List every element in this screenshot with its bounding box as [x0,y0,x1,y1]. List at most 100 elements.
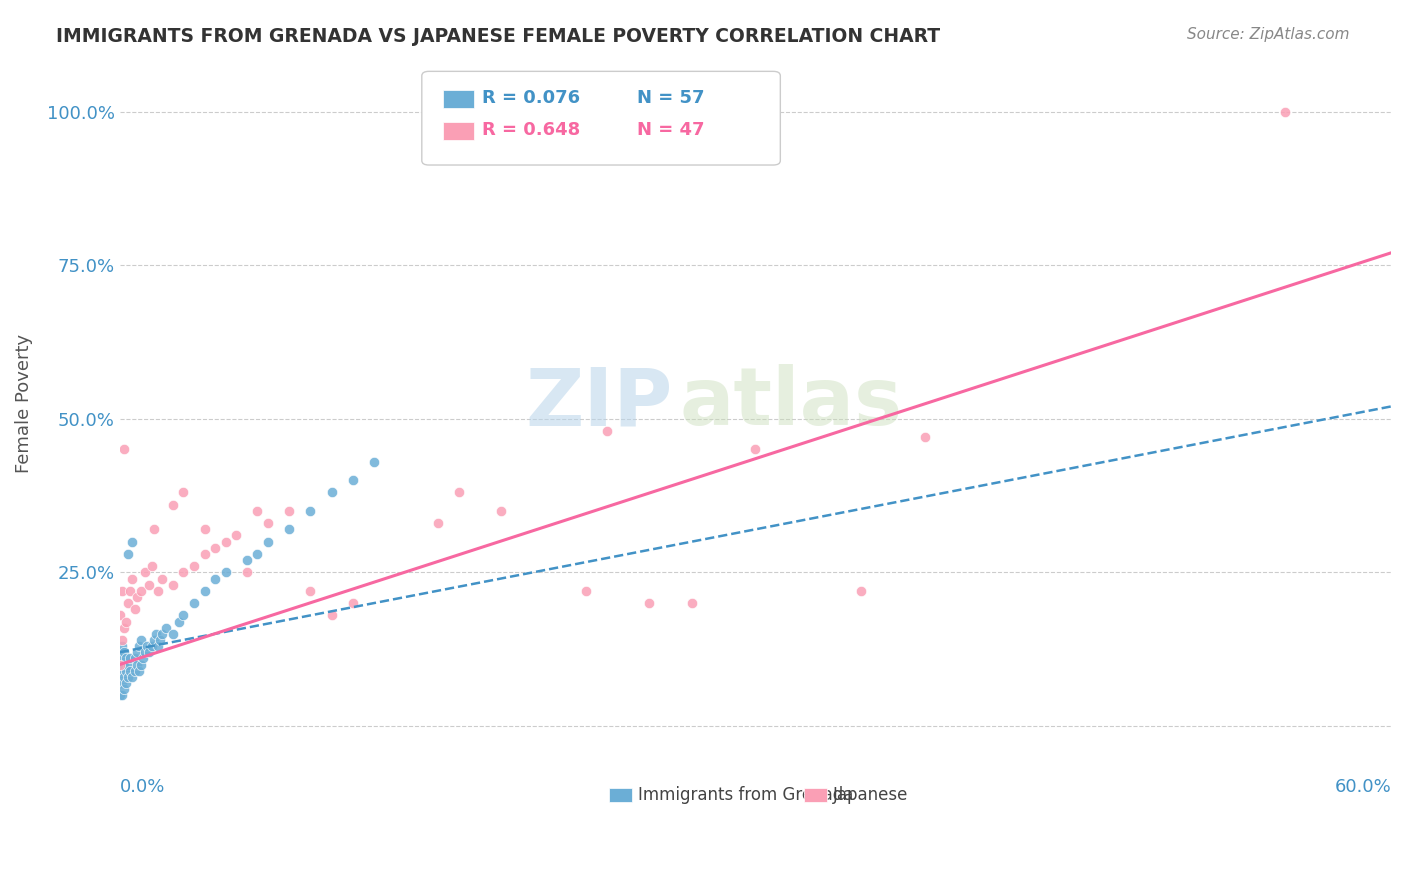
Point [321,608,343,623]
Point [111,651,134,665]
Point [146,583,169,598]
Point [124,664,146,678]
Point [236,553,259,567]
Point [115,651,138,665]
Point [575,583,598,598]
Point [129,657,152,672]
Point [914,430,936,444]
Point [183,596,205,610]
Point [120,651,142,665]
Point [112,670,135,684]
Point [108,645,131,659]
Point [117,657,139,672]
Point [278,522,301,536]
Text: 60.0%: 60.0% [1334,779,1391,797]
Point [193,583,215,598]
Point [112,645,135,659]
Point [489,504,512,518]
Point [138,645,160,659]
Point [141,639,163,653]
Point [225,528,247,542]
Point [246,547,269,561]
Point [257,534,280,549]
Point [124,651,146,665]
Point [111,632,134,647]
Point [128,664,150,678]
Point [447,485,470,500]
Point [236,566,259,580]
Point [108,670,131,684]
Point [121,670,143,684]
Text: Japanese: Japanese [832,786,908,805]
Point [111,664,134,678]
Point [120,583,142,598]
Point [183,559,205,574]
Point [146,639,169,653]
Point [162,577,184,591]
Point [150,627,173,641]
Point [215,566,238,580]
Text: R = 0.648: R = 0.648 [482,121,581,139]
Text: N = 47: N = 47 [637,121,704,139]
Text: atlas: atlas [679,365,903,442]
Point [149,632,172,647]
Point [193,547,215,561]
Point [851,583,873,598]
Text: Immigrants from Grenada: Immigrants from Grenada [638,786,853,805]
Point [136,639,159,653]
Point [138,577,160,591]
Point [134,566,156,580]
Point [162,498,184,512]
Point [155,621,177,635]
Point [111,639,134,653]
Y-axis label: Female Poverty: Female Poverty [15,334,32,473]
Point [638,596,661,610]
Point [172,608,194,623]
Point [204,541,226,555]
Point [1274,104,1296,119]
Text: N = 57: N = 57 [637,89,704,107]
Point [257,516,280,531]
Point [121,534,143,549]
Point [321,485,343,500]
Point [596,424,619,438]
Point [426,516,449,531]
Point [125,590,148,604]
Text: IMMIGRANTS FROM GRENADA VS JAPANESE FEMALE POVERTY CORRELATION CHART: IMMIGRANTS FROM GRENADA VS JAPANESE FEMA… [56,27,941,45]
Point [108,657,131,672]
Point [342,596,364,610]
Point [112,621,135,635]
Point [112,682,135,697]
Point [299,583,322,598]
Point [111,676,134,690]
Point [124,602,146,616]
Point [132,651,155,665]
Point [142,632,165,647]
Point [145,627,167,641]
Point [363,455,385,469]
Point [142,522,165,536]
Point [111,688,134,702]
Point [125,645,148,659]
Point [117,596,139,610]
Point [117,670,139,684]
Point [125,657,148,672]
Bar [804,789,827,802]
Point [204,572,226,586]
Text: ZIP: ZIP [526,365,672,442]
Point [108,608,131,623]
Point [172,485,194,500]
Point [112,442,135,457]
Point [162,627,184,641]
Point [172,566,194,580]
Point [108,688,131,702]
Point [108,657,131,672]
Point [744,442,766,457]
Point [193,522,215,536]
Point [134,645,156,659]
Point [141,559,163,574]
Point [246,504,269,518]
Point [150,572,173,586]
Point [342,473,364,487]
Point [128,639,150,653]
